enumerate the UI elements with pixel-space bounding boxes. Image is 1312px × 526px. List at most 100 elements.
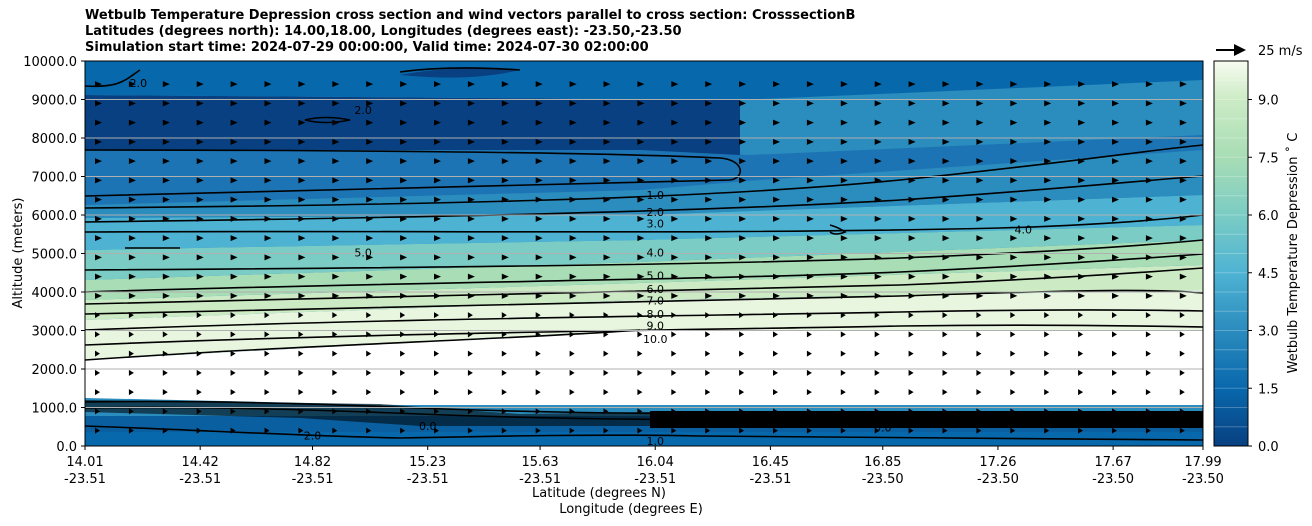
wind-arrow — [400, 312, 406, 319]
wind-arrow — [501, 331, 507, 338]
wind-arrow — [1112, 100, 1119, 107]
wind-arrow — [128, 81, 136, 88]
wind-arrow — [840, 350, 846, 357]
wind-arrow — [128, 427, 134, 434]
wind-arrow — [1010, 292, 1018, 299]
wind-arrow — [264, 350, 270, 357]
wind-arrow — [1078, 389, 1084, 396]
wind-arrow — [128, 235, 136, 242]
wind-arrow — [535, 408, 541, 415]
wind-arrow — [434, 81, 441, 88]
wind-arrow — [840, 138, 848, 145]
wind-arrow — [1145, 350, 1151, 357]
wind-arrow — [1044, 273, 1052, 280]
wind-arrow — [773, 177, 780, 184]
wind-arrow — [366, 158, 374, 165]
x-tick-lon: -23.51 — [292, 472, 334, 487]
wind-arrow — [1112, 408, 1117, 415]
wind-arrow — [1010, 427, 1016, 434]
wind-arrow — [1145, 196, 1153, 203]
contour-top-2 — [399, 67, 521, 73]
wind-arrow — [773, 158, 780, 165]
wind-arrow — [366, 119, 374, 126]
wind-arrow — [1145, 100, 1153, 107]
wind-arrow — [806, 119, 814, 126]
wind-arrow — [569, 138, 577, 145]
wind-arrow — [1112, 331, 1117, 338]
wind-arrow — [1112, 235, 1119, 242]
wind-arrow — [671, 427, 677, 434]
wind-arrow — [1179, 235, 1187, 242]
wind-arrow — [467, 138, 475, 145]
wind-arrow — [1010, 273, 1018, 280]
wind-arrow — [806, 235, 814, 242]
x-tick-lat: 16.04 — [637, 455, 674, 470]
wind-arrow — [264, 254, 272, 261]
wind-arrow — [162, 427, 168, 434]
x-axis-label: Latitude (degrees N) — [532, 486, 666, 501]
wind-arrow — [264, 235, 272, 242]
wind-arrow — [874, 408, 880, 415]
wind-arrow — [1044, 158, 1052, 165]
wind-arrow — [603, 350, 609, 357]
wind-arrow — [501, 312, 507, 319]
wind-arrow — [874, 158, 882, 165]
wind-arrow — [1044, 331, 1050, 338]
wind-arrow — [976, 81, 984, 88]
wind-arrow — [95, 158, 102, 165]
wind-arrow — [162, 292, 170, 299]
y-axis-label: Altitude (meters) — [11, 198, 26, 309]
wind-arrow — [637, 389, 643, 396]
gridlines — [85, 99, 1203, 408]
wind-arrow — [671, 81, 679, 88]
wind-arrow — [603, 427, 609, 434]
wind-arrow — [874, 292, 882, 299]
wind-arrow — [603, 389, 609, 396]
wind-arrow — [942, 292, 950, 299]
wind-arrow — [671, 100, 679, 107]
wind-arrow — [467, 215, 475, 222]
wind-arrow — [569, 100, 577, 107]
wind-arrow — [1078, 81, 1086, 88]
wind-arrow — [705, 196, 713, 203]
wind-arrow — [637, 427, 643, 434]
wind-arrow — [1010, 312, 1016, 319]
wind-arrow — [637, 292, 645, 299]
wind-arrow — [264, 292, 272, 299]
wind-arrow — [230, 215, 238, 222]
wind-arrow — [874, 119, 882, 126]
wind-arrow — [1078, 235, 1086, 242]
contour-label: 1.0 — [646, 435, 664, 448]
wind-arrow — [196, 196, 204, 203]
wind-arrow — [773, 350, 778, 357]
wind-arrow — [705, 292, 713, 299]
wind-arrow — [705, 331, 711, 338]
wind-arrow — [874, 196, 882, 203]
wind-arrow — [196, 331, 202, 338]
wind-arrow — [95, 177, 102, 184]
wind-arrow — [162, 81, 170, 88]
wind-arrow — [1044, 312, 1050, 319]
colorbar-tick-label: 0.0 — [1258, 440, 1279, 455]
wind-arrow — [773, 81, 780, 88]
wind-arrow — [1112, 292, 1119, 299]
wind-arrow — [603, 331, 609, 338]
wind-arrow — [739, 350, 745, 357]
colorbar-bands — [1214, 60, 1248, 447]
wind-arrow — [671, 389, 677, 396]
wind-arrow — [128, 254, 136, 261]
wind-arrow — [298, 254, 306, 261]
wind-arrow — [400, 427, 406, 434]
y-axis: 0.0 1000.0 2000.0 3000.0 4000.0 5000.0 6000.0 7… — [23, 55, 85, 455]
wind-arrow — [942, 81, 950, 88]
wind-arrow — [569, 119, 577, 126]
wind-arrow — [773, 369, 778, 376]
wind-arrow — [739, 100, 747, 107]
wind-arrow — [1179, 427, 1185, 434]
wind-arrow — [637, 331, 643, 338]
wind-arrow — [1010, 235, 1018, 242]
x-tick-lat: 17.99 — [1184, 455, 1221, 470]
wind-arrow — [230, 350, 236, 357]
wind-arrow — [196, 235, 204, 242]
